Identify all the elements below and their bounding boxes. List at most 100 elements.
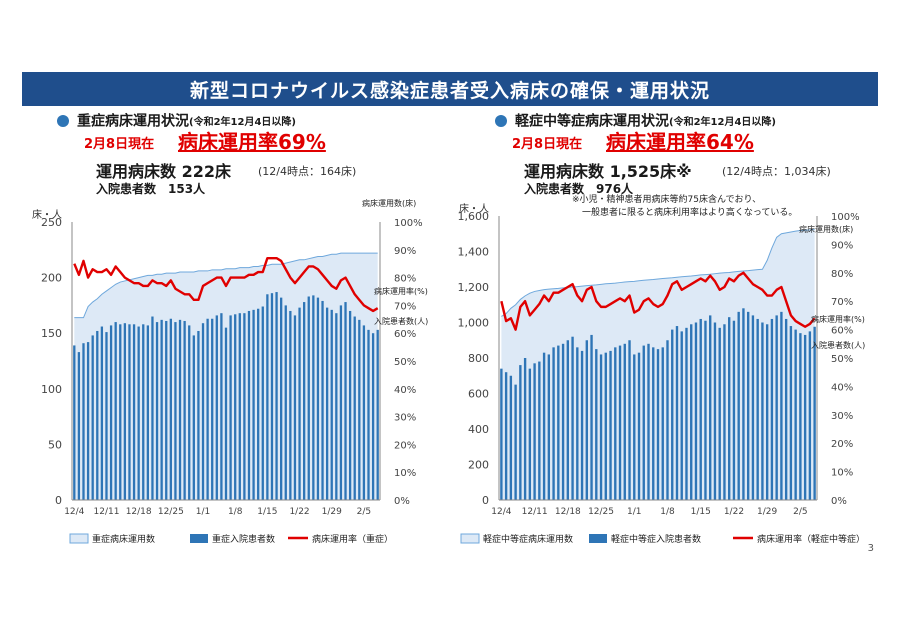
patient-bar [723, 324, 726, 500]
rate-line [73, 256, 379, 313]
patient-bar [699, 318, 702, 500]
patient-bar [580, 350, 584, 500]
patient-bar [261, 306, 264, 500]
y-tick-label: 800 [468, 352, 489, 365]
y-axis-unit-label: 床・人 [459, 202, 489, 215]
y-tick-label: 0 [482, 494, 489, 507]
patient-bar [576, 347, 579, 500]
patient-bar [109, 325, 113, 500]
area-series-edge [74, 252, 378, 319]
patient-bar [751, 315, 755, 500]
y2-tick-label: 60% [394, 329, 416, 340]
x-tick-label: 1/1 [196, 507, 210, 517]
y2-tick-label: 50% [831, 354, 853, 365]
patient-bar [528, 368, 532, 500]
patient-bar [289, 310, 292, 500]
patient-bar [599, 354, 603, 500]
patient-bar [188, 325, 191, 500]
patient-bar [215, 315, 218, 500]
patient-bar [661, 347, 664, 500]
patient-bar [533, 363, 536, 500]
y-tick-label: 1,600 [458, 210, 490, 223]
patient-bar [775, 315, 778, 500]
right-patients: 入院患者数 976人 [524, 182, 634, 196]
y-tick-label: 600 [468, 388, 489, 401]
patient-bar [132, 324, 136, 500]
patient-bar [224, 327, 228, 500]
y2-tick-label: 90% [831, 240, 853, 251]
rate-line [500, 271, 816, 331]
patient-bar [192, 335, 195, 500]
patient-bar [229, 315, 232, 500]
y2-tick-label: 60% [831, 326, 853, 337]
patient-bar [371, 333, 375, 500]
rate-inline-label: 病床運用率(%) [811, 314, 865, 324]
y2-tick-label: 40% [394, 385, 416, 396]
patient-bar [652, 347, 655, 500]
patient-bar [307, 296, 310, 500]
patient-bar [348, 310, 352, 500]
patient-bar [808, 331, 812, 500]
right-heading-text: 軽症中等症病床運用状況 [515, 113, 669, 130]
area-inline-label: 病床運用数(床) [799, 224, 853, 234]
patient-bar [557, 345, 560, 500]
y-tick-label: 50 [48, 438, 62, 451]
y2-tick-label: 100% [394, 218, 423, 229]
x-tick-label: 2/5 [357, 507, 371, 517]
right-rate: 病床運用率64% [606, 130, 754, 154]
patient-bar [552, 347, 555, 500]
left-patients: 入院患者数 153人 [96, 182, 206, 196]
patient-bar [704, 320, 707, 500]
area-series-edge [501, 228, 815, 317]
left-beds: 運用病床数 222床 [96, 162, 231, 181]
legend-bar-swatch [589, 534, 607, 543]
patient-bar [344, 302, 347, 500]
legend-area-swatch [69, 533, 89, 544]
y2-tick-label: 70% [394, 301, 416, 312]
legend-line-label: 病床運用率（重症） [312, 533, 393, 545]
x-tick-label: 1/15 [257, 507, 277, 517]
patient-bar [585, 340, 588, 500]
x-tick-label: 12/4 [64, 507, 84, 517]
patient-bar [547, 354, 551, 500]
y-tick-label: 1,000 [458, 317, 490, 330]
bar-inline-label: 入院患者数(人) [374, 316, 428, 326]
patient-bar [690, 324, 693, 500]
patient-bar [128, 324, 131, 500]
patient-bar [647, 343, 650, 500]
patient-bar [761, 322, 764, 500]
legend-line-label: 病床運用率（軽症中等症） [757, 533, 865, 545]
y2-tick-label: 40% [831, 382, 853, 393]
y2-tick-label: 20% [831, 439, 853, 450]
patient-bar [96, 330, 99, 500]
patient-bar [335, 313, 338, 500]
right-panel-heading: 軽症中等症病床運用状況(令和2年12月4日以降) [495, 110, 776, 131]
y-tick-label: 150 [41, 327, 62, 340]
patient-bar [165, 320, 168, 500]
x-tick-label: 12/18 [126, 507, 152, 517]
y-tick-label: 100 [41, 383, 62, 396]
patient-bar [737, 311, 740, 500]
patient-bar [713, 322, 717, 500]
y-tick-label: 200 [468, 459, 489, 472]
patient-bar [160, 319, 163, 500]
patient-bar [770, 318, 774, 500]
x-tick-label: 12/18 [555, 507, 581, 517]
y2-tick-label: 80% [394, 274, 416, 285]
patient-bar [91, 335, 94, 500]
patient-bar [571, 336, 574, 500]
patient-bar [746, 311, 750, 500]
patient-bar [595, 349, 598, 500]
patient-bar [566, 340, 570, 500]
patient-bar [504, 372, 508, 500]
x-tick-label: 12/25 [158, 507, 184, 517]
patient-bar [514, 384, 517, 500]
x-tick-label: 12/11 [522, 507, 548, 517]
y2-tick-label: 50% [394, 357, 416, 368]
legend-bar-label: 重症入院患者数 [212, 533, 275, 545]
patient-bar [803, 334, 807, 500]
patient-bar [275, 292, 278, 500]
rate-inline-label: 病床運用率(%) [374, 286, 428, 296]
patient-bar [523, 358, 527, 500]
patient-bar [671, 329, 674, 500]
